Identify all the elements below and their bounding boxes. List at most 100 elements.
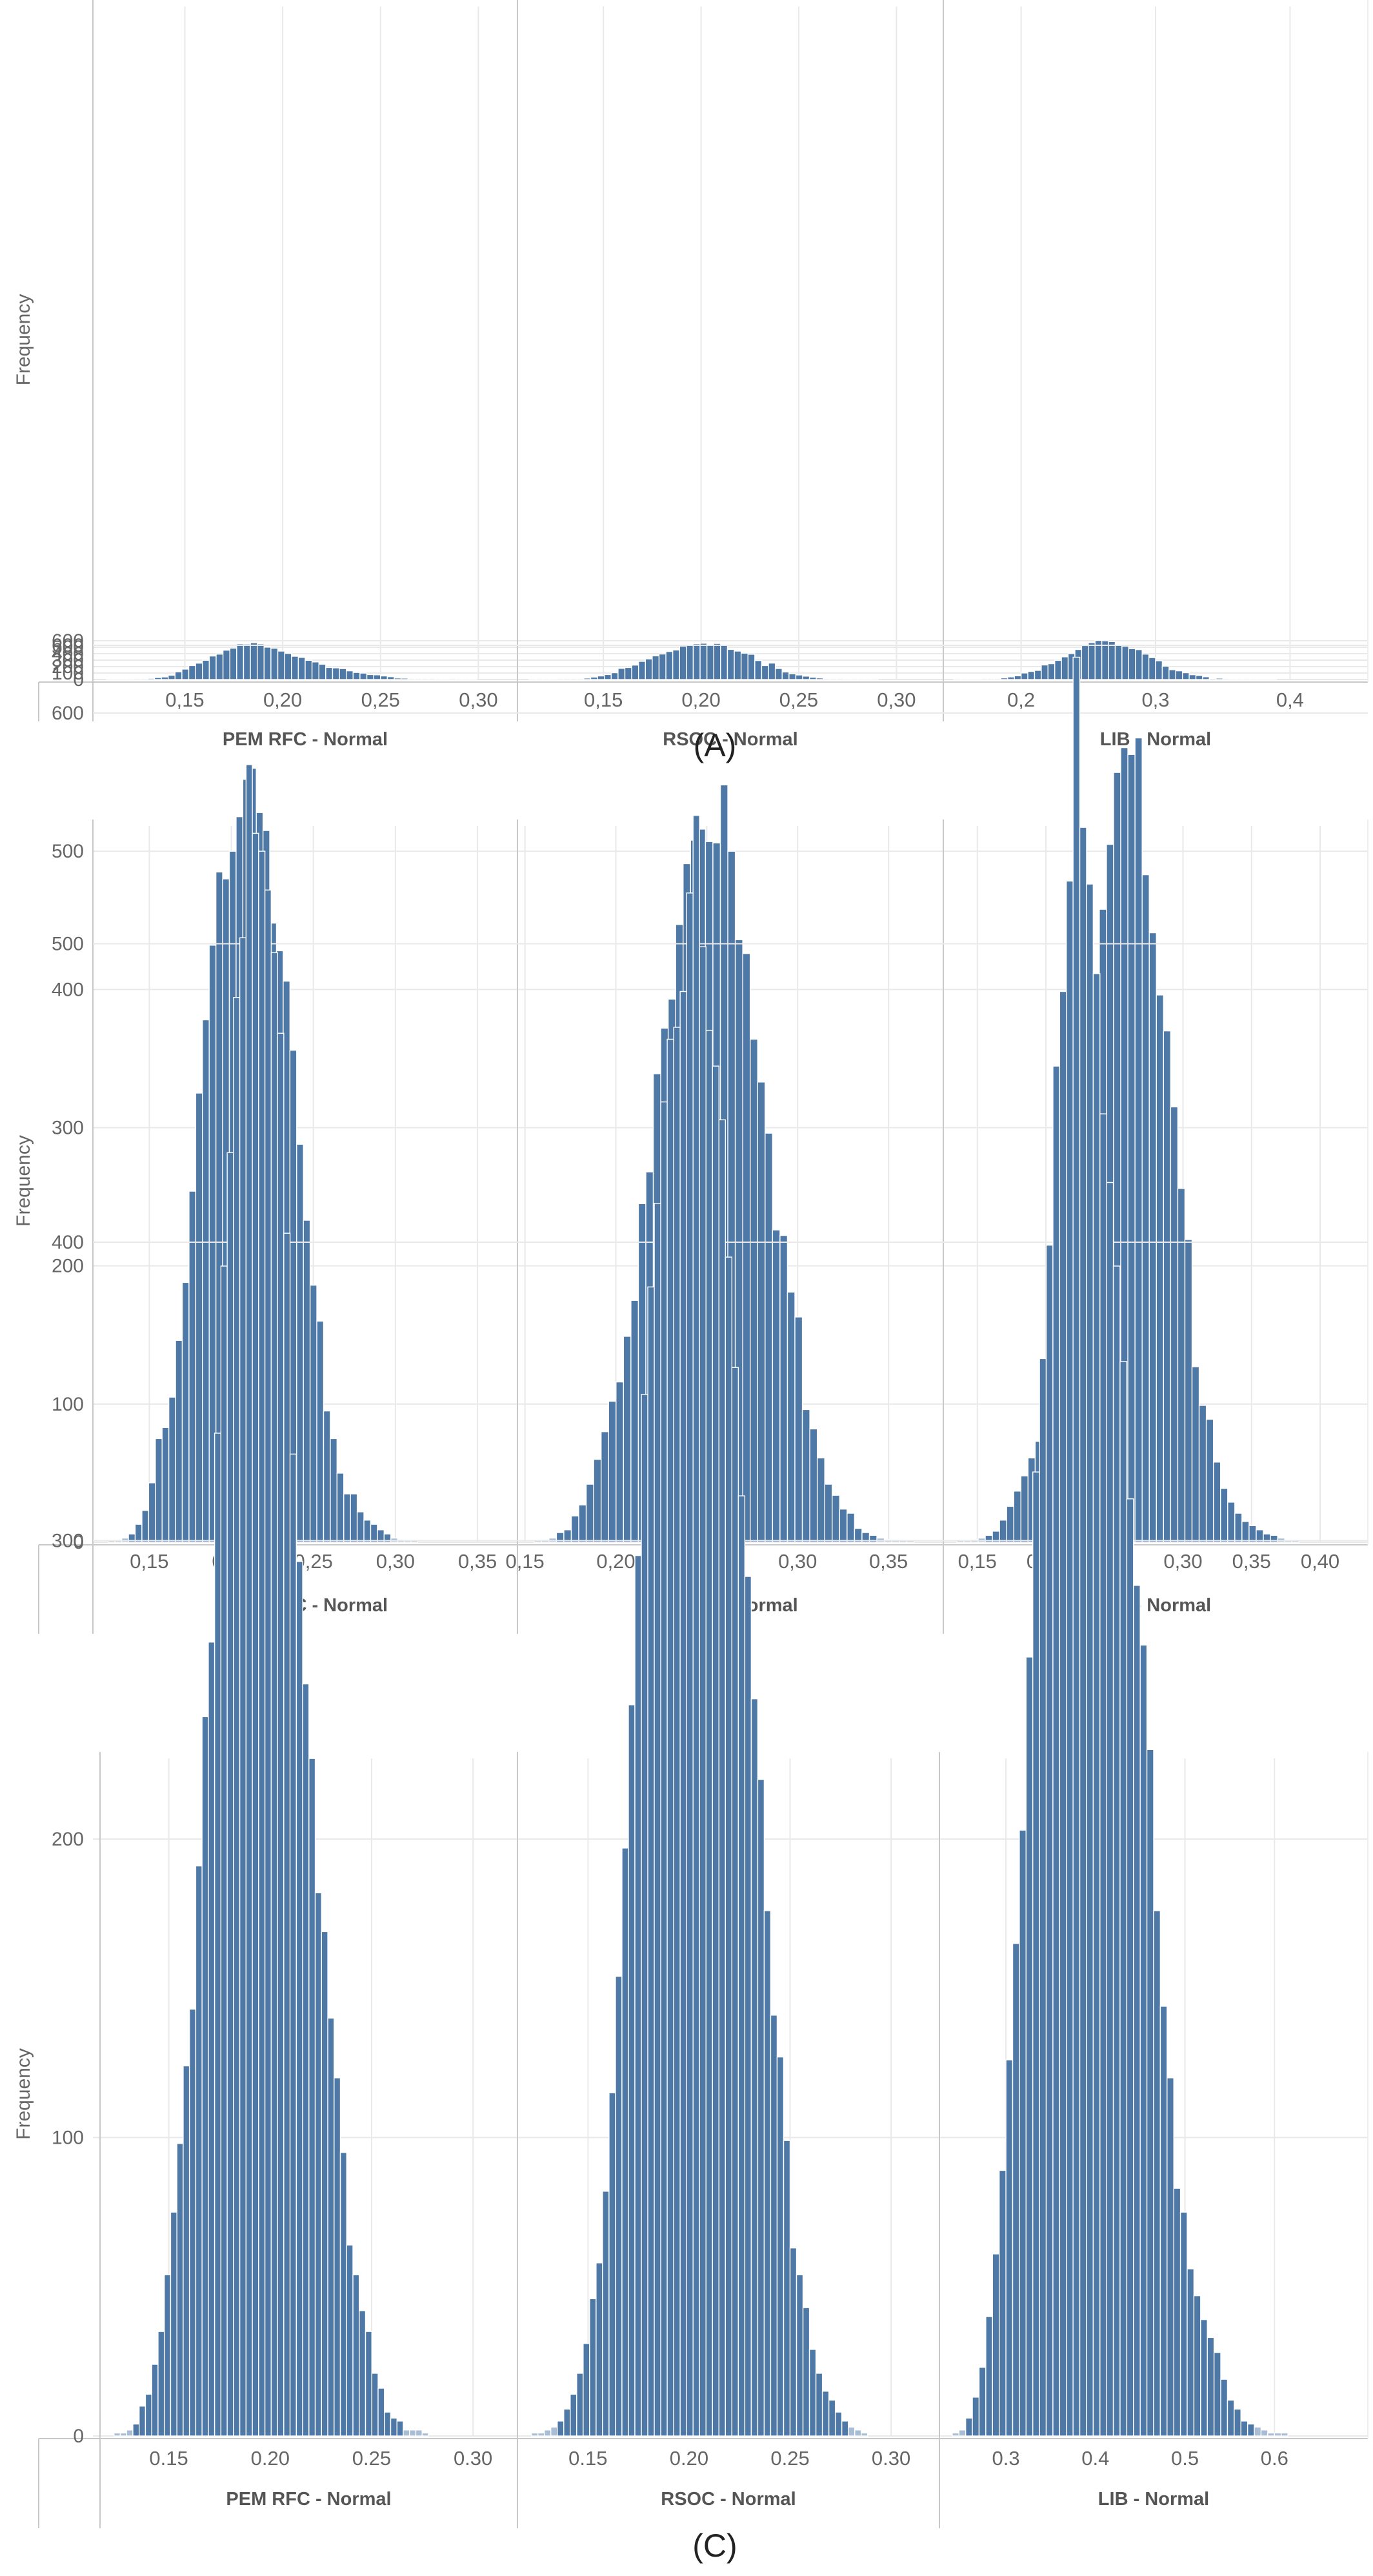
histogram-bar	[699, 643, 708, 680]
histogram-bar	[1134, 737, 1143, 1543]
histogram-bar	[718, 1119, 727, 2437]
histogram-bar	[744, 1576, 752, 2437]
histogram-bar	[1256, 678, 1264, 680]
histogram-bar	[113, 678, 121, 680]
histogram-bar	[188, 1191, 197, 1543]
histogram-bar	[973, 678, 981, 680]
histogram-bar	[195, 1092, 203, 1543]
histogram-bar	[469, 678, 477, 680]
histogram-bar	[994, 678, 1002, 680]
histogram-bar	[1027, 670, 1036, 680]
histogram-bar	[233, 997, 241, 2437]
histogram-bar	[1014, 675, 1022, 680]
histogram-bar	[183, 2065, 190, 2437]
x-tick-label: 0,15	[165, 689, 204, 711]
histogram-bar	[201, 1716, 209, 2437]
histogram-bar	[1101, 640, 1109, 680]
histogram-bar	[1220, 1487, 1228, 1543]
y-tick-label: 500	[52, 841, 84, 862]
x-tick-label: 0,25	[361, 689, 400, 711]
x-tick-label: 0,20	[681, 689, 720, 711]
histogram-bar	[1094, 639, 1103, 680]
histogram-bar	[325, 667, 334, 680]
histogram-bar	[352, 2274, 360, 2437]
x-tick-label: 0.25	[770, 2447, 809, 2470]
histogram-bar	[1006, 1505, 1014, 1543]
x-axis-label: PEM RFC - Normal	[223, 729, 388, 750]
histogram-bar	[802, 2307, 810, 2437]
histogram-bar	[631, 664, 639, 680]
y-tick-label: 400	[52, 979, 84, 1000]
histogram-bar	[737, 1495, 746, 2437]
histogram-bar	[1208, 678, 1217, 680]
histogram-bar	[346, 2244, 354, 2437]
y-axis-label: Frequency	[13, 1135, 34, 1227]
y-tick-label: 600	[52, 703, 84, 724]
histogram-bar	[188, 2008, 197, 2437]
y-axis-label: Frequency	[13, 294, 34, 386]
histogram-bar	[705, 1029, 713, 2437]
x-tick-label: 0.20	[251, 2447, 290, 2470]
figure-caption: (A)	[694, 727, 737, 763]
histogram-bar	[757, 1778, 765, 2437]
histogram-bar	[779, 1234, 788, 1543]
histogram-bar	[542, 678, 550, 680]
histogram-bar	[359, 2310, 366, 2437]
x-tick-label: 0.15	[149, 2447, 188, 2470]
histogram-bar	[537, 2432, 545, 2437]
histogram-bar	[1020, 1475, 1029, 1543]
histogram-bar	[630, 1300, 639, 1543]
histogram-bar	[1181, 672, 1190, 680]
histogram-bar	[823, 678, 831, 680]
histogram-bar	[1267, 2432, 1275, 2437]
histogram-bar	[1260, 2430, 1268, 2437]
histogram-bar	[1106, 1182, 1114, 2437]
histogram-bar	[660, 1101, 668, 2437]
y-tick-label: 100	[52, 663, 84, 684]
histogram-bar	[783, 2140, 791, 2437]
histogram-bar	[781, 671, 790, 680]
x-tick-label: 0,30	[376, 1550, 415, 1573]
histogram-bar	[794, 1316, 803, 1543]
histogram-bar	[421, 678, 429, 680]
histogram-bar	[832, 1494, 841, 1543]
histogram-bar	[371, 2373, 379, 2437]
histogram-bar	[999, 2169, 1007, 2437]
histogram-bar	[350, 1493, 358, 1543]
histogram-bar	[1121, 645, 1130, 680]
histogram-bar	[327, 2017, 335, 2437]
histogram-panel: 0.15 0.20 0.25 0.30 RSOC - Normal	[517, 814, 910, 2528]
histogram-bar	[345, 670, 354, 680]
histogram-bar	[174, 671, 183, 680]
histogram-bar	[788, 673, 797, 680]
histogram-bar	[1041, 664, 1048, 680]
histogram-bar	[597, 675, 605, 680]
histogram-bar	[727, 649, 735, 680]
histogram-bar	[407, 678, 416, 680]
x-tick-label: 0,4	[1276, 689, 1304, 711]
histogram-bar	[1213, 2351, 1221, 2437]
histogram-bar	[1248, 1525, 1257, 1543]
histogram-bar	[394, 677, 402, 680]
histogram-bar	[455, 678, 463, 680]
figure-caption: (C)	[692, 2528, 737, 2564]
histogram-bar	[106, 678, 114, 680]
histogram-bar	[576, 2373, 584, 2437]
histogram-bar	[1114, 644, 1123, 680]
histogram-bar	[712, 1065, 719, 2437]
x-tick-label: 0,30	[778, 1550, 817, 1573]
histogram-bar	[563, 678, 571, 680]
histogram-bar	[828, 2399, 836, 2437]
histogram-bar	[1195, 675, 1203, 680]
histogram-bar	[434, 678, 443, 680]
histogram-bar	[226, 1152, 234, 2437]
histogram-bar	[421, 2432, 429, 2437]
histogram-bar	[850, 678, 858, 680]
histogram-bar	[400, 678, 408, 680]
histogram-bar	[987, 678, 995, 680]
y-tick-label: 400	[52, 1232, 84, 1253]
histogram-bar	[330, 1438, 338, 1543]
histogram-bar	[679, 991, 687, 2437]
histogram-bar	[380, 675, 388, 680]
